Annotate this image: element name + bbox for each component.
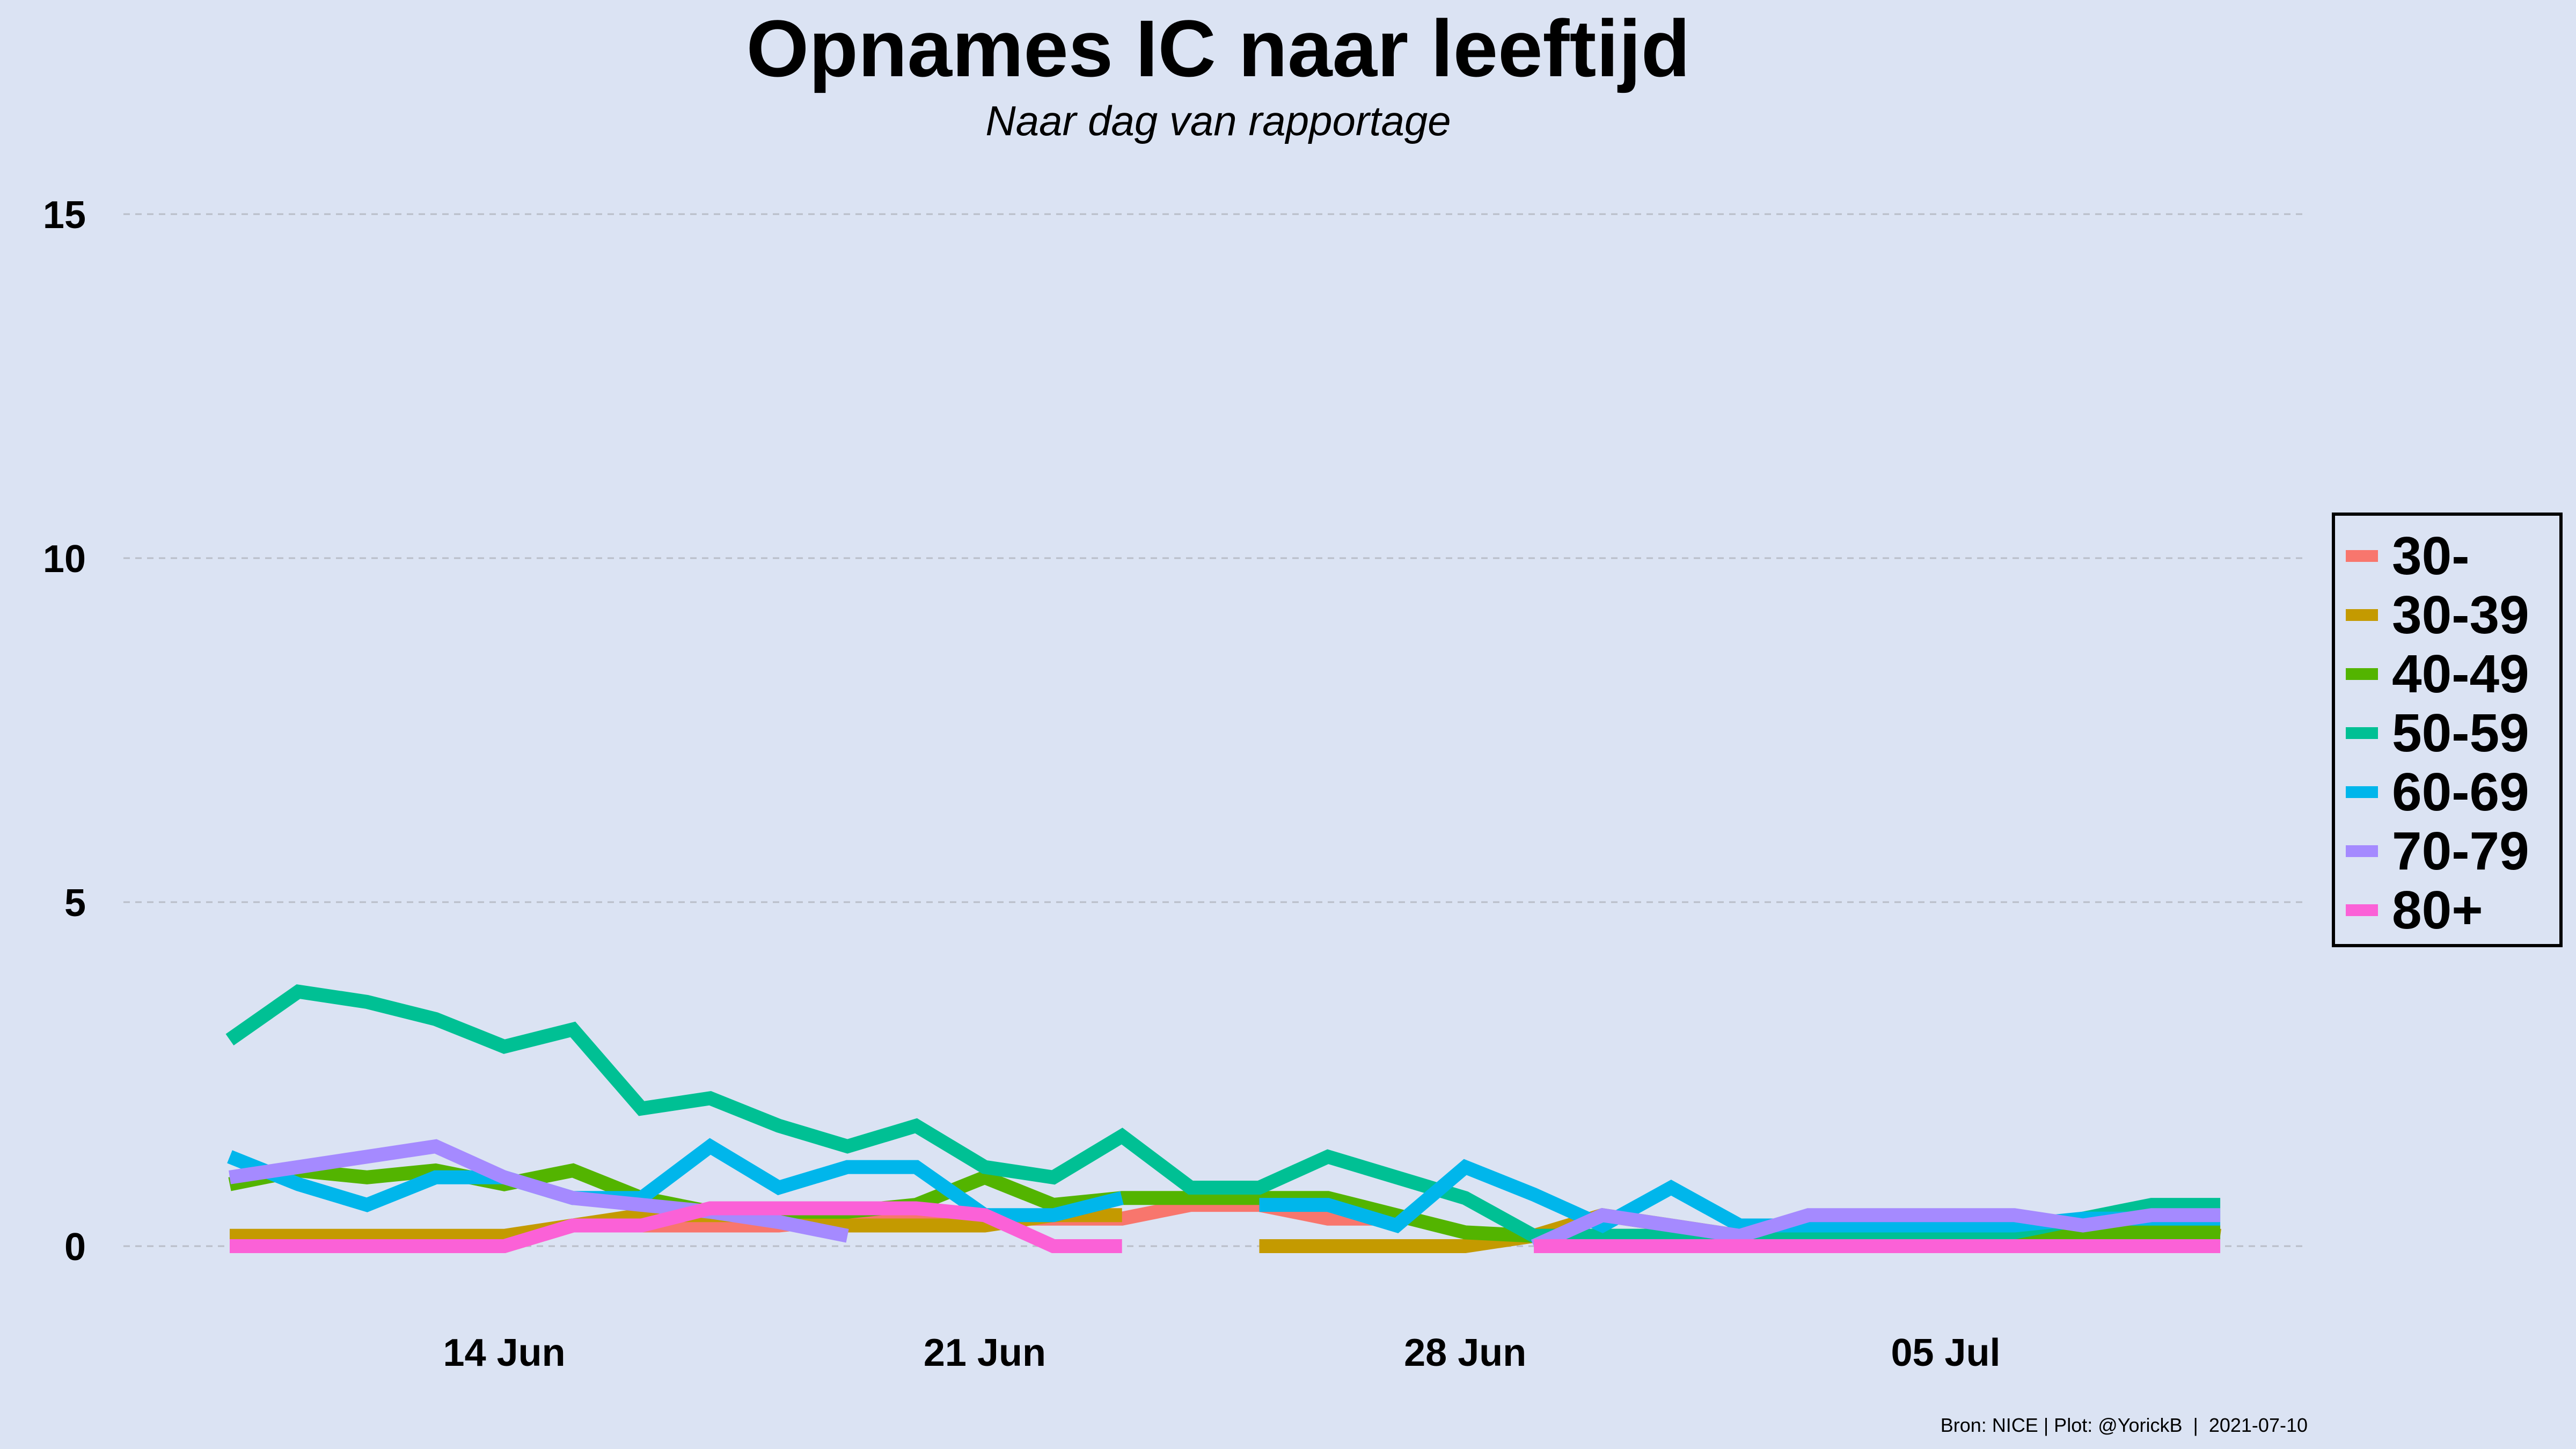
series-lines [225,984,2222,1253]
legend-swatch [2346,550,2378,562]
legend-item-60-69: 60-69 [2346,765,2529,819]
legend-swatch [2346,727,2378,739]
legend-item-30-: 30- [2346,529,2470,583]
chart-subtitle: Naar dag van rapportage [985,97,1451,144]
legend-label: 60-69 [2392,762,2529,822]
x-tick-label: 14 Jun [443,1331,566,1374]
legend-label: 50-59 [2392,703,2529,763]
legend-item-30-39: 30-39 [2346,588,2529,642]
legend-label: 30-39 [2392,585,2529,645]
x-tick-label: 05 Jul [1891,1331,2000,1374]
legend-swatch [2346,609,2378,621]
series-line-70-79 [1531,1208,2221,1253]
x-tick-label: 21 Jun [924,1331,1046,1374]
legend-item-40-49: 40-49 [2346,647,2529,701]
legend-swatch [2346,904,2378,916]
y-tick-label: 0 [64,1226,86,1269]
legend: 30- 30-39 40-49 50-59 60-69 70-79 80+ [2332,513,2563,947]
legend-swatch [2346,786,2378,798]
legend-item-70-79: 70-79 [2346,824,2529,878]
source-caption: Bron: NICE | Plot: @YorickB | 2021-07-10 [1940,1414,2308,1436]
grid-lines [123,213,2302,1247]
y-axis-tick-labels: 0 5 10 15 [43,194,86,1269]
legend-swatch [2346,845,2378,857]
y-tick-label: 10 [43,538,86,581]
y-tick-label: 15 [43,194,86,237]
legend-label: 70-79 [2392,821,2529,881]
y-tick-label: 5 [64,882,86,925]
legend-label: 30- [2392,526,2470,586]
legend-item-80-plus: 80+ [2346,883,2483,937]
x-tick-label: 28 Jun [1404,1331,1526,1374]
legend-label: 40-49 [2392,644,2529,704]
chart-title: Opnames IC naar leeftijd [746,3,1690,93]
legend-item-50-59: 50-59 [2346,706,2529,760]
legend-label: 80+ [2392,880,2483,940]
legend-swatch [2346,668,2378,680]
x-axis-tick-labels: 14 Jun 21 Jun 28 Jun 05 Jul [443,1331,2001,1374]
series-line-70-79 [229,1139,849,1243]
series-line-80plus [230,1201,1122,1253]
